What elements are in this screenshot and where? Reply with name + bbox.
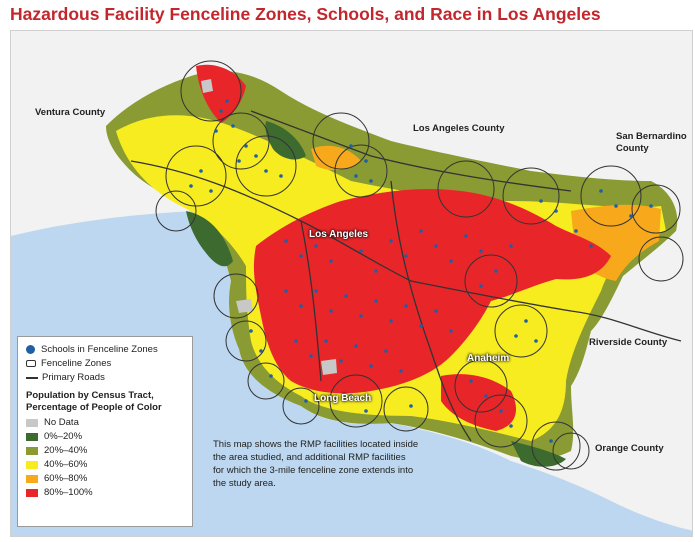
schools-dots — [189, 99, 653, 443]
legend-heading: Population by Census Tract, Percentage o… — [26, 390, 162, 413]
school-dot-icon — [26, 345, 35, 354]
gray-nodata-2 — [321, 359, 337, 375]
city-long-beach: Long Beach — [314, 393, 372, 404]
dark-green-south — [511, 441, 566, 467]
label-los-angeles-county: Los Angeles County — [413, 123, 505, 134]
fenceline-zones — [155, 60, 684, 471]
swatch-0-20 — [26, 432, 38, 441]
swatch-80-100 — [26, 488, 38, 497]
orange-zones-2 — [311, 145, 361, 171]
red-north — [196, 64, 246, 123]
map-title: Hazardous Facility Fenceline Zones, Scho… — [10, 4, 601, 24]
map-legend: Schools in Fenceline Zones Fenceline Zon… — [17, 336, 193, 527]
red-core — [253, 189, 611, 394]
primary-roads — [130, 110, 682, 442]
legend-category: No Data — [26, 416, 184, 429]
label-orange-county: Orange County — [595, 443, 664, 454]
red-southeast — [441, 374, 516, 431]
swatch-20-40 — [26, 446, 38, 455]
city-los-angeles: Los Angeles — [309, 229, 369, 240]
legend-category: 40%–60% — [26, 458, 184, 471]
label-riverside-county: Riverside County — [589, 337, 668, 348]
gray-nodata-3 — [201, 79, 213, 93]
legend-category: 60%–80% — [26, 472, 184, 485]
legend-roads: Primary Roads — [26, 371, 184, 384]
gray-nodata-1 — [236, 299, 253, 313]
swatch-40-60 — [26, 460, 38, 469]
legend-category: 80%–100% — [26, 486, 184, 499]
road-line-icon — [26, 376, 38, 379]
city-anaheim: Anaheim — [467, 353, 510, 364]
legend-schools: Schools in Fenceline Zones — [26, 343, 184, 356]
legend-category: 20%–40% — [26, 444, 184, 457]
dark-green-coast — [186, 211, 233, 267]
label-ventura-county: Ventura County — [35, 107, 106, 118]
fenceline-outline-icon — [26, 360, 36, 367]
swatch-60-80 — [26, 474, 38, 483]
dark-green-north — [265, 121, 306, 160]
label-san-bernardino-county: San Bernardino County — [616, 131, 687, 154]
legend-category: 0%–20% — [26, 430, 184, 443]
map-note: This map shows the RMP facilities locate… — [213, 439, 419, 489]
legend-fenceline: Fenceline Zones — [26, 357, 184, 370]
swatch-no-data — [26, 418, 38, 427]
